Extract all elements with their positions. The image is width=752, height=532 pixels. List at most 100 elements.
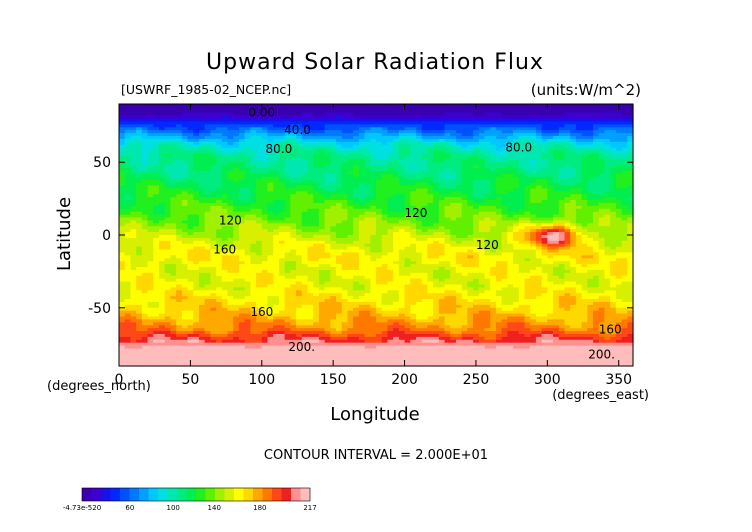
field-cell xyxy=(398,200,406,204)
field-cell xyxy=(170,136,177,140)
field-cell xyxy=(370,235,377,239)
field-cell xyxy=(478,153,486,157)
field-cell xyxy=(176,235,183,239)
field-cell xyxy=(284,208,291,213)
field-cell xyxy=(273,153,280,157)
field-cell xyxy=(387,133,394,137)
field-cell xyxy=(376,106,383,111)
field-cell xyxy=(181,165,189,169)
field-cell xyxy=(575,200,583,204)
field-cell xyxy=(575,115,583,120)
field-cell xyxy=(587,214,594,219)
field-cell xyxy=(124,235,132,239)
field-cell xyxy=(541,109,548,114)
field-cell xyxy=(387,237,394,242)
field-cell xyxy=(495,176,503,181)
field-cell xyxy=(119,252,126,256)
field-cell xyxy=(495,252,503,256)
field-cell xyxy=(621,205,628,210)
field-cell xyxy=(278,165,286,169)
field-cell xyxy=(198,138,206,143)
field-cell xyxy=(193,141,200,146)
field-cell xyxy=(216,165,223,169)
field-cell xyxy=(490,118,497,123)
field-cell xyxy=(427,136,434,140)
field-cell xyxy=(250,194,257,198)
field-cell xyxy=(210,118,217,123)
field-cell xyxy=(130,138,137,143)
field-cell xyxy=(570,176,577,181)
field-cell xyxy=(410,170,417,175)
field-cell xyxy=(593,170,600,175)
field-cell xyxy=(370,138,377,143)
field-cell xyxy=(324,130,331,134)
field-cell xyxy=(610,261,617,265)
field-cell xyxy=(170,159,177,163)
field-cell xyxy=(290,162,297,166)
field-cell xyxy=(250,127,257,131)
field-cell xyxy=(581,243,588,248)
field-cell xyxy=(176,170,183,175)
field-cell xyxy=(524,208,531,213)
field-cell xyxy=(158,144,166,149)
field-cell xyxy=(513,243,520,248)
field-cell xyxy=(261,109,269,114)
field-cell xyxy=(507,252,514,256)
field-cell xyxy=(216,136,223,140)
field-cell xyxy=(387,124,394,128)
field-cell xyxy=(164,208,171,213)
field-cell xyxy=(404,208,411,213)
field-cell xyxy=(130,255,137,259)
field-cell xyxy=(164,141,171,146)
field-cell xyxy=(278,136,286,140)
field-cell xyxy=(193,109,200,114)
field-cell xyxy=(330,194,337,198)
field-cell xyxy=(216,252,223,256)
field-cell xyxy=(147,235,154,239)
field-cell xyxy=(535,173,543,178)
field-cell xyxy=(284,185,291,190)
field-cell xyxy=(278,182,286,187)
field-cell xyxy=(290,106,297,111)
field-cell xyxy=(421,240,428,245)
field-cell xyxy=(444,237,451,242)
field-cell xyxy=(467,109,474,114)
field-cell xyxy=(198,106,206,111)
field-cell xyxy=(261,208,269,213)
field-cell xyxy=(410,168,417,172)
field-cell xyxy=(438,136,446,140)
field-cell xyxy=(307,240,314,245)
field-cell xyxy=(158,115,166,120)
field-cell xyxy=(415,214,423,219)
field-cell xyxy=(318,179,326,184)
field-cell xyxy=(290,147,297,152)
field-cell xyxy=(147,162,154,166)
field-cell xyxy=(370,185,377,190)
field-cell xyxy=(438,188,446,192)
field-cell xyxy=(415,197,423,201)
field-cell xyxy=(438,220,446,224)
field-cell xyxy=(598,118,606,123)
field-cell xyxy=(455,127,463,131)
field-cell xyxy=(376,127,383,131)
field-cell xyxy=(124,205,132,210)
field-cell xyxy=(187,197,194,201)
field-cell xyxy=(153,226,160,230)
field-cell xyxy=(256,223,263,227)
field-cell xyxy=(387,191,394,195)
field-cell xyxy=(507,232,514,236)
field-cell xyxy=(598,121,606,125)
field-cell xyxy=(313,141,320,146)
field-cell xyxy=(198,162,206,166)
field-cell xyxy=(130,194,137,198)
field-cell xyxy=(495,136,503,140)
field-cell xyxy=(518,115,526,120)
field-cell xyxy=(370,118,377,123)
field-cell xyxy=(587,185,594,190)
field-cell xyxy=(256,217,263,222)
field-cell xyxy=(564,153,571,157)
field-cell xyxy=(433,136,440,140)
field-cell xyxy=(353,112,360,117)
field-cell xyxy=(421,261,428,265)
field-cell xyxy=(336,194,343,198)
